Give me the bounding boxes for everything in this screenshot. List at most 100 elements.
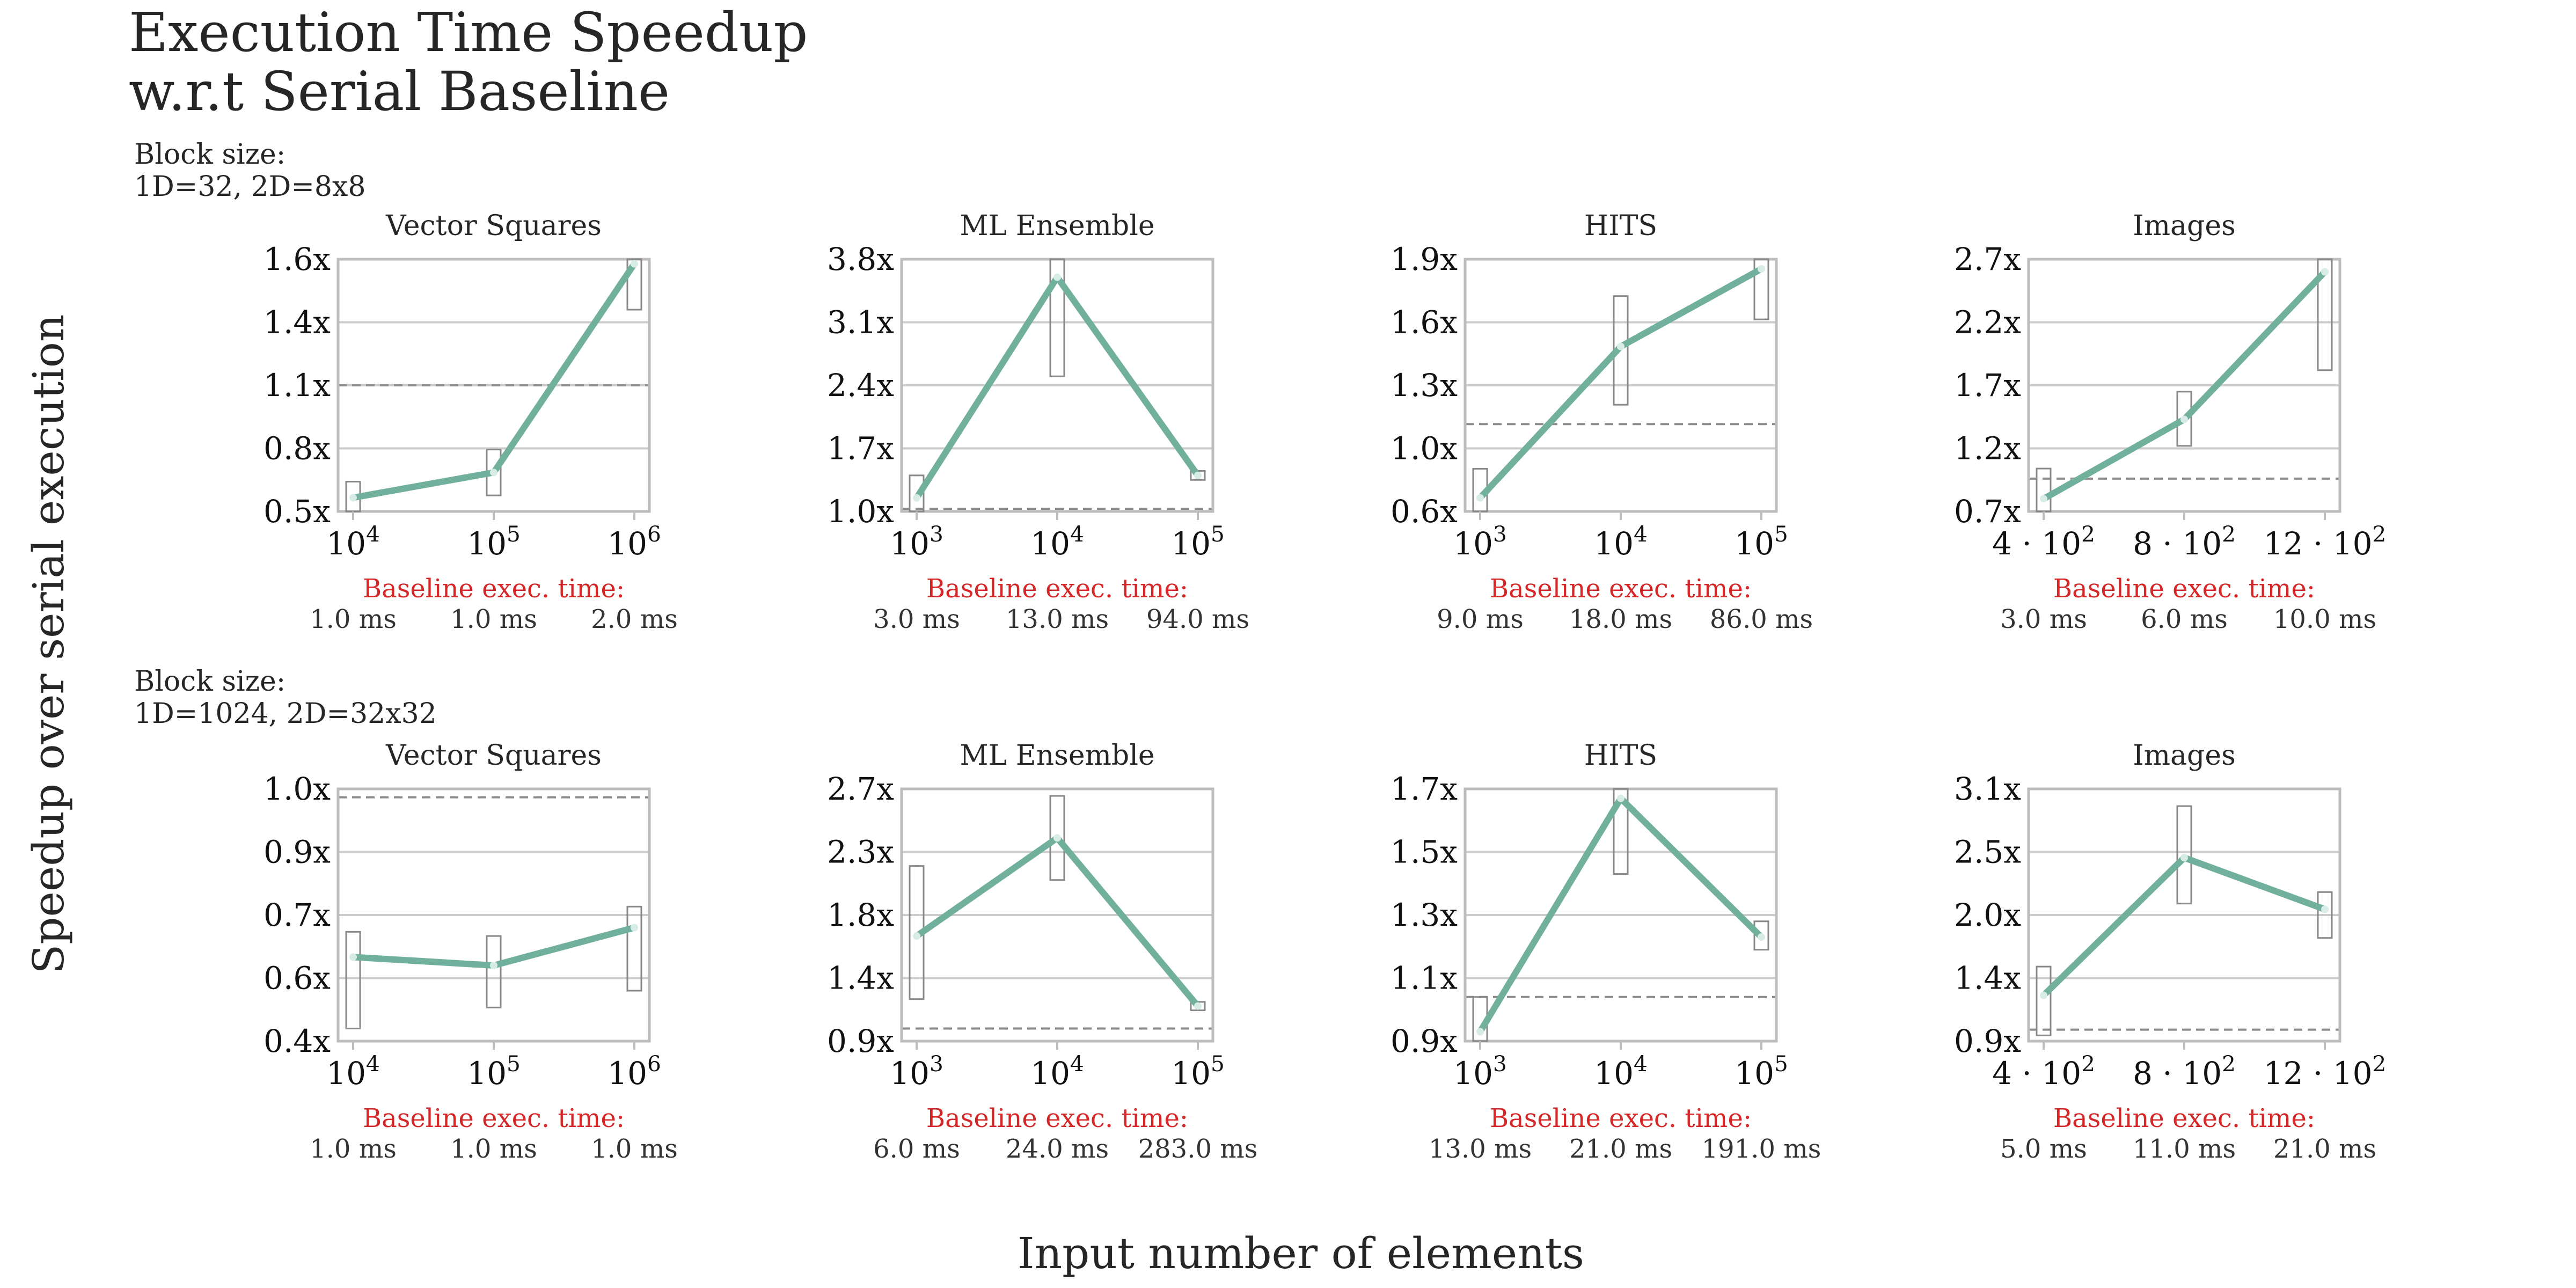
y-tick-label: 1.0x xyxy=(1391,430,1458,467)
data-point xyxy=(1053,834,1061,842)
x-tick-label: 104 xyxy=(1030,1051,1084,1092)
data-point xyxy=(1194,1002,1202,1010)
y-tick-label: 2.0x xyxy=(1954,897,2021,933)
baseline-exec-label: Baseline exec. time: xyxy=(926,574,1188,604)
y-tick-label: 2.5x xyxy=(1954,834,2021,870)
row2-block-label-line2: 1D=1024, 2D=32x32 xyxy=(134,698,437,730)
panel-title: Images xyxy=(2133,210,2236,242)
baseline-exec-time: 13.0 ms xyxy=(1429,1134,1532,1164)
y-tick-label: 0.4x xyxy=(264,1023,331,1059)
baseline-exec-time: 1.0 ms xyxy=(310,1134,397,1164)
data-point xyxy=(1194,471,1202,479)
x-tick-label: 105 xyxy=(467,521,521,562)
y-tick-label: 0.5x xyxy=(264,493,331,530)
range-box xyxy=(345,931,361,1030)
data-point xyxy=(349,494,357,502)
x-tick-label: 105 xyxy=(1171,521,1225,562)
x-axis-label: Input number of elements xyxy=(1018,1228,1584,1278)
baseline-exec-label: Baseline exec. time: xyxy=(1490,1103,1752,1133)
baseline-exec-time: 6.0 ms xyxy=(873,1134,960,1164)
y-tick-label: 2.3x xyxy=(827,834,894,870)
baseline-exec-time: 1.0 ms xyxy=(450,604,537,634)
y-tick-label: 0.9x xyxy=(1954,1023,2021,1059)
x-tick-label: 105 xyxy=(1735,521,1788,562)
x-tick-label: 8 · 102 xyxy=(2133,521,2236,562)
y-tick-label: 1.0x xyxy=(827,493,894,530)
baseline-exec-label: Baseline exec. time: xyxy=(2053,1103,2315,1133)
row1-block-label-line1: Block size: xyxy=(134,138,286,171)
panel-title: HITS xyxy=(1584,210,1657,242)
baseline-exec-label: Baseline exec. time: xyxy=(1490,574,1752,604)
y-tick-label: 3.1x xyxy=(1954,771,2021,807)
data-point xyxy=(2180,854,2188,862)
panel-title: Vector Squares xyxy=(385,740,602,772)
y-tick-label: 1.8x xyxy=(827,897,894,933)
y-tick-label: 0.6x xyxy=(264,960,331,997)
y-tick-label: 1.3x xyxy=(1391,897,1458,933)
y-tick-label: 1.7x xyxy=(1391,771,1458,807)
y-tick-label: 0.9x xyxy=(264,834,331,870)
range-box xyxy=(1049,258,1065,377)
data-point xyxy=(2040,495,2047,503)
y-tick-label: 2.2x xyxy=(1954,304,2021,341)
baseline-exec-time: 6.0 ms xyxy=(2141,604,2228,634)
y-tick-label: 1.6x xyxy=(1391,304,1458,341)
data-point xyxy=(1758,265,1765,273)
speedup-line xyxy=(2040,854,2328,999)
chart-panel: ML Ensemble 1.0x 1.7x 2.4x 3.1x 3.8x 103 104 105… xyxy=(827,210,1249,634)
row2-block-label-line1: Block size: xyxy=(134,665,286,698)
x-tick-label: 104 xyxy=(1594,521,1648,562)
range-box xyxy=(2317,258,2333,371)
data-point xyxy=(1476,494,1484,502)
speedup-line xyxy=(350,260,638,501)
y-tick-label: 1.9x xyxy=(1391,241,1458,277)
x-tick-label: 105 xyxy=(467,1051,521,1092)
x-tick-label: 8 · 102 xyxy=(2133,1051,2236,1092)
baseline-exec-time: 21.0 ms xyxy=(2273,1134,2376,1164)
baseline-exec-time: 10.0 ms xyxy=(2273,604,2376,634)
baseline-exec-time: 86.0 ms xyxy=(1710,604,1813,634)
range-box xyxy=(486,935,502,1008)
range-box xyxy=(1049,795,1065,881)
x-tick-label: 104 xyxy=(326,521,380,562)
range-box xyxy=(626,905,642,992)
data-point xyxy=(1617,794,1624,802)
x-tick-label: 105 xyxy=(1171,1051,1225,1092)
y-tick-label: 1.4x xyxy=(1954,960,2021,997)
figure-title-line2: w.r.t Serial Baseline xyxy=(129,60,670,123)
range-box xyxy=(1753,920,1769,951)
range-box xyxy=(2036,467,2052,513)
data-point xyxy=(490,469,497,477)
x-tick-label: 104 xyxy=(326,1051,380,1092)
y-tick-label: 0.7x xyxy=(1954,493,2021,530)
y-tick-label: 3.1x xyxy=(827,304,894,341)
range-box xyxy=(1753,258,1769,320)
y-tick-label: 1.1x xyxy=(264,367,331,404)
range-box xyxy=(2036,965,2052,1036)
baseline-exec-label: Baseline exec. time: xyxy=(926,1103,1188,1133)
data-point xyxy=(2180,415,2188,423)
baseline-exec-time: 21.0 ms xyxy=(1569,1134,1672,1164)
baseline-exec-time: 18.0 ms xyxy=(1569,604,1672,634)
y-tick-label: 2.7x xyxy=(1954,241,2021,277)
y-tick-label: 0.9x xyxy=(827,1023,894,1059)
panels-group: Vector Squares 0.5x 0.8x 1.1x 1.4x 1.6x 104 105… xyxy=(264,210,2386,1164)
y-tick-label: 1.6x xyxy=(264,241,331,277)
data-point xyxy=(631,924,638,932)
baseline-exec-label: Baseline exec. time: xyxy=(363,574,625,604)
x-tick-label: 12 · 102 xyxy=(2264,521,2387,562)
baseline-exec-time: 1.0 ms xyxy=(310,604,397,634)
data-point xyxy=(2040,991,2047,999)
baseline-exec-time: 94.0 ms xyxy=(1146,604,1249,634)
x-tick-label: 103 xyxy=(890,521,943,562)
chart-panel: Images 0.7x 1.2x 1.7x 2.2x 2.7x 4 · 102 8 · 102… xyxy=(1954,210,2386,634)
y-tick-label: 0.8x xyxy=(264,430,331,467)
data-point xyxy=(2321,268,2329,276)
x-tick-label: 103 xyxy=(1453,1051,1507,1092)
speedup-line xyxy=(913,274,1201,501)
range-box xyxy=(626,258,642,311)
baseline-exec-label: Baseline exec. time: xyxy=(2053,574,2315,604)
data-point xyxy=(1617,342,1624,350)
chart-panel: HITS 0.6x 1.0x 1.3x 1.6x 1.9x 103 104 105 Baselin… xyxy=(1391,210,1813,634)
